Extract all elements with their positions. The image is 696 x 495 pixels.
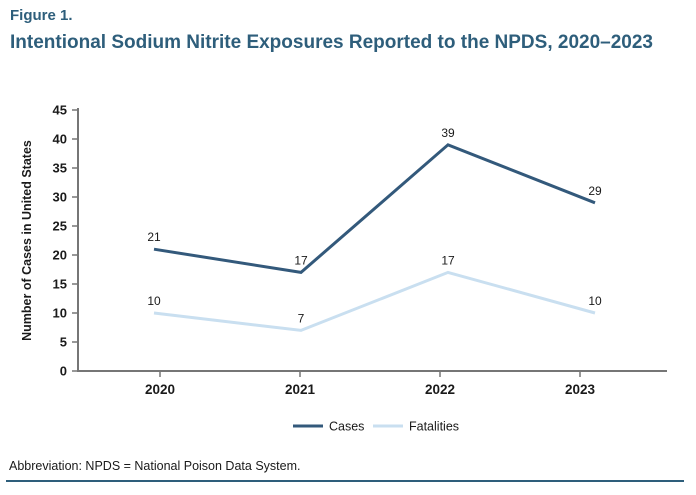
data-label: 39 xyxy=(441,126,455,140)
chart-canvas: 0 5 10 15 20 25 30 35 40 45 2020 2021 2022 2023 Number… xyxy=(20,103,667,434)
y-tick-label: 30 xyxy=(53,190,67,205)
data-label: 21 xyxy=(147,230,161,244)
y-tick-label: 40 xyxy=(53,132,67,147)
figure-label: Figure 1. xyxy=(10,7,73,24)
y-tick-label: 25 xyxy=(53,219,67,234)
data-label: 10 xyxy=(588,294,602,308)
legend: Cases Fatalities xyxy=(293,420,459,434)
y-axis-title: Number of Cases in United States xyxy=(20,140,34,341)
line-chart: 0 5 10 15 20 25 30 35 40 45 2020 2021 2022 2023 Number… xyxy=(0,95,696,445)
x-tick-label: 2023 xyxy=(565,382,596,397)
legend-label: Cases xyxy=(329,420,364,434)
data-label: 17 xyxy=(294,253,308,267)
y-tick-label: 0 xyxy=(60,364,67,379)
y-tick-label: 45 xyxy=(53,103,67,118)
y-tick-label: 35 xyxy=(53,161,67,176)
figure-title: Intentional Sodium Nitrite Exposures Rep… xyxy=(10,32,653,53)
legend-item-cases: Cases xyxy=(293,420,364,434)
series-cases: 21 17 39 29 xyxy=(147,126,602,274)
data-label: 17 xyxy=(441,253,455,267)
legend-label: Fatalities xyxy=(409,420,459,434)
fatalities-line xyxy=(153,270,596,332)
x-tick-label: 2020 xyxy=(145,382,175,397)
cases-line xyxy=(153,143,596,274)
axes: 0 5 10 15 20 25 30 35 40 45 2020 2021 2022 2023 xyxy=(53,103,667,397)
x-tick-label: 2022 xyxy=(425,382,455,397)
series-fatalities: 10 7 17 10 xyxy=(147,253,602,332)
data-label: 29 xyxy=(588,184,602,198)
x-tick-label: 2021 xyxy=(285,382,316,397)
footer-divider xyxy=(6,480,684,482)
y-tick-label: 15 xyxy=(53,277,67,292)
abbreviation-note: Abbreviation: NPDS = National Poison Dat… xyxy=(9,459,301,473)
legend-item-fatalities: Fatalities xyxy=(373,420,459,434)
y-tick-label: 10 xyxy=(53,306,67,321)
y-tick-label: 20 xyxy=(53,248,67,263)
y-tick-label: 5 xyxy=(60,335,67,350)
data-label: 7 xyxy=(298,311,305,325)
data-label: 10 xyxy=(147,294,161,308)
